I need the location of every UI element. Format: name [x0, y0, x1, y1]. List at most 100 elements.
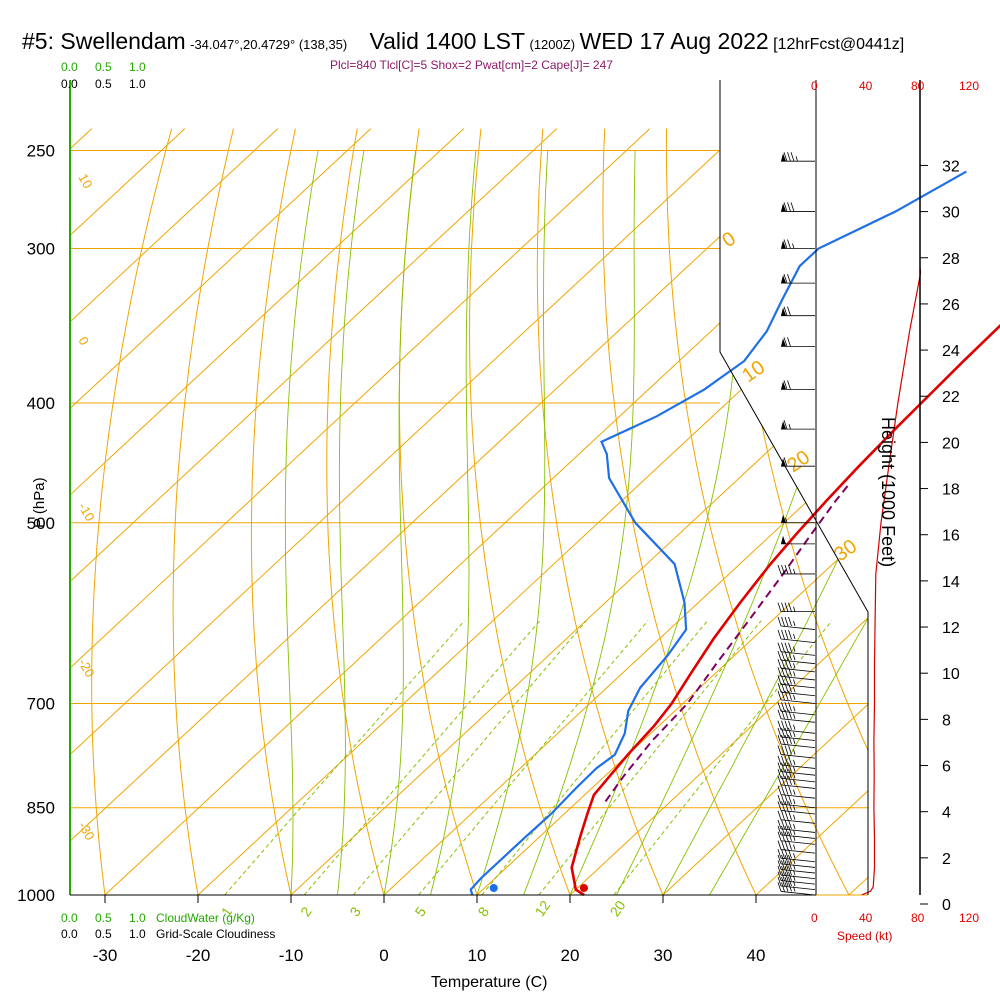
barb-full [788, 831, 792, 841]
barb-pennant [781, 514, 786, 523]
cloud-scale-bottom: 0.0 0.5 1.0 0.0 0.5 1.0 [61, 911, 146, 941]
barb-full [788, 616, 792, 627]
wind-barb [781, 306, 815, 317]
barb-staff [780, 874, 816, 880]
barb-full [784, 616, 789, 627]
speed-tick: 120 [959, 79, 979, 93]
barb-staff [780, 743, 816, 749]
barb-half [793, 633, 796, 640]
mixing-ratio-line [538, 620, 762, 895]
barb-pennant [781, 338, 786, 347]
barb-full [781, 801, 785, 811]
barb-full [787, 273, 791, 284]
barb-half [793, 738, 796, 745]
parcel-line [604, 483, 851, 802]
isotherm-line [76, 128, 868, 895]
barb-full [777, 810, 782, 820]
barb-full [784, 785, 789, 795]
mixing-ratio-label: 12 [531, 897, 553, 919]
right-axis-label: Height (1000 Feet) [878, 417, 898, 567]
barb-full [784, 745, 789, 755]
barb-full [783, 306, 788, 316]
valid-time: Valid 1400 LST [369, 28, 526, 54]
barb-full [788, 709, 792, 719]
x-tick-label: 10 [468, 946, 487, 965]
dry-adiabat-line [976, 129, 1000, 922]
barb-full [781, 762, 785, 772]
wind-speed-line [861, 267, 921, 895]
barb-pennant [781, 275, 786, 284]
mixing-ratio-label: 8 [475, 904, 493, 920]
barb-full [784, 727, 789, 738]
barb-full [777, 819, 782, 829]
barb-full [777, 616, 782, 627]
barb-half [793, 844, 796, 850]
barb-full [781, 602, 785, 612]
barb-staff [780, 754, 816, 759]
barb-full [781, 871, 785, 881]
barb-half [795, 156, 798, 162]
barb-full [783, 202, 788, 212]
barb-staff [780, 840, 816, 845]
dry-adiabat-line [536, 128, 675, 895]
barb-half [793, 799, 796, 805]
cloud-tick-bottom-green: 0.5 [95, 911, 112, 925]
wind-barb [777, 675, 816, 689]
barb-full [777, 642, 782, 652]
barb-full [787, 337, 791, 347]
barb-full [784, 702, 789, 712]
pressure-tick-label: 850 [27, 799, 55, 818]
speed-tick: 80 [911, 79, 925, 93]
barb-full [777, 727, 782, 738]
wind-barb [777, 564, 815, 575]
barb-full [784, 871, 789, 881]
mixing-ratio-line [418, 620, 649, 895]
height-tick-label: 20 [942, 435, 960, 452]
barb-full [777, 775, 782, 785]
cloud-tick-top-green: 0.0 [61, 60, 78, 74]
barb-half [793, 814, 796, 820]
barb-full [777, 854, 782, 865]
barb-full [784, 709, 789, 719]
barb-full [784, 755, 789, 765]
speed-tick: 0 [811, 911, 818, 925]
height-tick-label: 28 [942, 251, 960, 268]
barb-half [793, 654, 796, 661]
barb-staff [780, 863, 816, 868]
barb-full [777, 629, 782, 640]
x-axis-label: Temperature (C) [431, 974, 547, 991]
barb-full [788, 727, 792, 738]
mixing-ratio-label: 2 [297, 904, 315, 920]
barb-full [788, 702, 792, 712]
wind-barb [781, 273, 815, 284]
x-tick-label: 40 [747, 946, 766, 965]
barb-full [781, 702, 785, 712]
barb-full [784, 602, 789, 612]
barb-full [788, 775, 792, 785]
barb-full [787, 202, 791, 212]
barb-half [793, 671, 796, 677]
barb-staff [780, 784, 816, 789]
barb-staff [780, 625, 816, 630]
barb-full [784, 801, 789, 811]
barb-full [788, 734, 792, 745]
isotherm-line [262, 128, 868, 895]
dry-adiabat-line [665, 128, 864, 895]
isotherm-line [70, 128, 465, 895]
barb-staff [780, 869, 816, 874]
cloud-tick-bottom-green: 1.0 [129, 911, 146, 925]
cloud-tick-bottom-black: 0.5 [95, 927, 112, 941]
barb-staff [780, 810, 816, 815]
wind-barb [781, 420, 815, 430]
sounding-profiles [469, 170, 1000, 897]
dry-adiabat-label: 10 [75, 171, 95, 191]
surface-temperature-point [579, 884, 588, 892]
station-name: #5: Swellendam [22, 28, 186, 54]
barb-full [781, 769, 785, 779]
height-tick-label: 6 [942, 759, 951, 776]
barb-staff [780, 803, 816, 809]
speed-tick: 0 [811, 79, 818, 93]
cloud-tick-top-black: 1.0 [129, 77, 146, 91]
barb-full [777, 871, 782, 881]
barb-full [788, 762, 792, 772]
